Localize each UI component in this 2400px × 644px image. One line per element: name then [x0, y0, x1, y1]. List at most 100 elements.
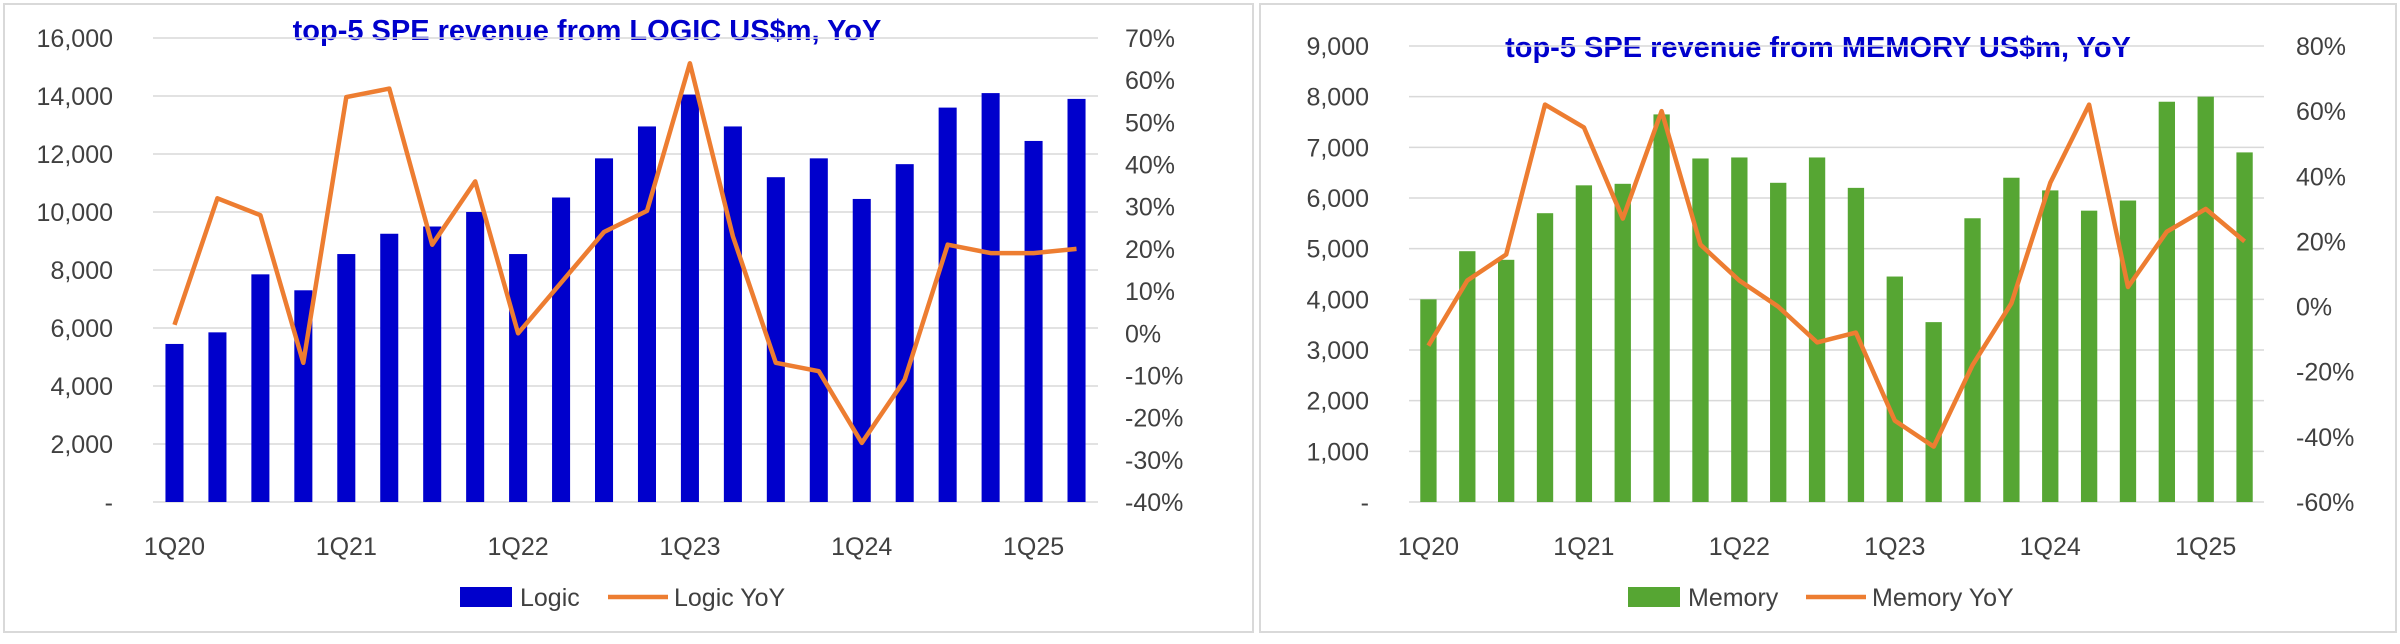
- chart-title: top-5 SPE revenue from MEMORY US$m, YoY: [1505, 32, 2131, 64]
- bar: [1808, 157, 1826, 502]
- logic-chart-panel: top-5 SPE revenue from LOGIC US$m, YoY -2…: [3, 3, 1254, 633]
- bar: [1614, 183, 1631, 502]
- x-tick-label: 1Q22: [1709, 533, 1770, 561]
- bar: [1024, 140, 1043, 502]
- bar: [423, 226, 442, 502]
- y-tick-label: 4,000: [1306, 286, 1369, 314]
- y2-tick-label: 80%: [2296, 33, 2346, 61]
- x-tick-label: 1Q21: [316, 533, 377, 561]
- chart-title: top-5 SPE revenue from LOGIC US$m, YoY: [293, 15, 882, 47]
- bar: [1420, 299, 1437, 502]
- y2-tick-label: 60%: [2296, 98, 2346, 126]
- y-tick-label: 10,000: [37, 199, 113, 227]
- bar: [1497, 259, 1515, 502]
- bar: [938, 107, 957, 502]
- y-tick-label: 4,000: [50, 373, 113, 401]
- bar: [2080, 210, 2098, 502]
- y-tick-label: 1,000: [1306, 438, 1369, 466]
- bar: [2158, 101, 2176, 502]
- y2-tick-label: 40%: [2296, 163, 2346, 191]
- legend-label-line: Logic YoY: [674, 584, 786, 612]
- memory-chart: top-5 SPE revenue from MEMORY US$m, YoY -…: [1306, 32, 2354, 612]
- bar: [1067, 98, 1086, 503]
- y-tick-label: 3,000: [1306, 337, 1369, 365]
- x-tick-label: 1Q23: [1864, 533, 1925, 561]
- x-tick-label: 1Q25: [1003, 533, 1064, 561]
- bar: [2003, 177, 2020, 502]
- bar: [552, 197, 571, 502]
- y-tick-label: 6,000: [50, 315, 113, 343]
- bar: [1770, 182, 1787, 503]
- y-tick-label: 5,000: [1306, 236, 1369, 264]
- y2-tick-label: -20%: [1125, 405, 1183, 433]
- y-tick-label: 8,000: [50, 257, 113, 285]
- y-tick-label: 12,000: [37, 141, 113, 169]
- bar: [1886, 276, 1903, 502]
- legend-swatch-bar: [460, 587, 512, 607]
- bar: [2197, 96, 2214, 503]
- legend-label-line: Memory YoY: [1872, 584, 2014, 612]
- y-tick-label: 14,000: [37, 83, 113, 111]
- bar: [1692, 158, 1709, 503]
- x-tick-label: 1Q20: [144, 533, 205, 561]
- y-tick-label: 6,000: [1306, 185, 1369, 213]
- bar: [2119, 200, 2137, 503]
- y-tick-label: 7,000: [1306, 134, 1369, 162]
- y2-tick-label: 0%: [2296, 294, 2332, 322]
- legend-label-bar: Memory: [1688, 584, 1779, 612]
- yoy-line: [172, 61, 1077, 446]
- y-tick-label: 16,000: [37, 25, 113, 53]
- bar: [723, 126, 742, 502]
- bar: [2236, 152, 2253, 502]
- bar: [208, 332, 227, 502]
- y-tick-label: 8,000: [1306, 84, 1369, 112]
- bar: [809, 158, 828, 502]
- y2-tick-label: 20%: [2296, 228, 2346, 256]
- bar: [380, 233, 399, 502]
- y2-tick-label: 0%: [1125, 320, 1161, 348]
- bar: [165, 343, 184, 502]
- y2-tick-label: 30%: [1125, 194, 1175, 222]
- bar: [1536, 213, 1554, 502]
- yoy-line: [1426, 102, 2247, 449]
- y2-tick-label: -40%: [2296, 424, 2354, 452]
- y-tick-label: -: [105, 489, 113, 517]
- bar: [852, 198, 871, 502]
- bar: [466, 212, 485, 502]
- bar: [1653, 114, 1670, 503]
- y-tick-label: 2,000: [50, 431, 113, 459]
- y-tick-label: 2,000: [1306, 388, 1369, 416]
- bar: [2042, 190, 2059, 502]
- x-tick-label: 1Q23: [659, 533, 720, 561]
- bar: [766, 177, 785, 502]
- bar: [895, 164, 914, 502]
- y2-tick-label: -20%: [2296, 359, 2354, 387]
- bar: [981, 93, 1000, 502]
- y-tick-label: -: [1361, 489, 1369, 517]
- bar: [1575, 185, 1593, 503]
- bar: [637, 126, 656, 502]
- bar: [509, 254, 528, 502]
- y2-tick-label: -60%: [2296, 489, 2354, 517]
- y2-tick-label: -10%: [1125, 362, 1183, 390]
- bar: [1731, 157, 1748, 502]
- x-tick-label: 1Q24: [2020, 533, 2081, 561]
- x-tick-label: 1Q24: [831, 533, 892, 561]
- bar: [251, 274, 270, 502]
- legend-swatch-bar: [1628, 587, 1680, 607]
- y2-tick-label: 20%: [1125, 236, 1175, 264]
- bar: [595, 158, 614, 502]
- x-tick-label: 1Q20: [1398, 533, 1459, 561]
- logic-chart: top-5 SPE revenue from LOGIC US$m, YoY-2…: [37, 15, 1184, 612]
- bar: [1459, 251, 1476, 502]
- y2-tick-label: 50%: [1125, 109, 1175, 137]
- x-tick-label: 1Q22: [488, 533, 549, 561]
- bar: [680, 94, 699, 503]
- y2-tick-label: 60%: [1125, 67, 1175, 95]
- y2-tick-label: -30%: [1125, 447, 1183, 475]
- x-tick-label: 1Q25: [2175, 533, 2236, 561]
- y2-tick-label: 10%: [1125, 278, 1175, 306]
- y2-tick-label: 70%: [1125, 25, 1175, 53]
- bar: [337, 254, 356, 502]
- memory-chart-panel: top-5 SPE revenue from MEMORY US$m, YoY -…: [1259, 3, 2397, 633]
